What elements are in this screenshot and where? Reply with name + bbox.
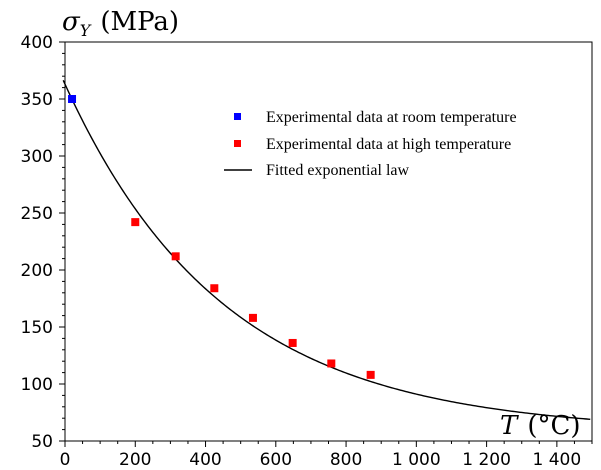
x-tick-label: 0 (60, 450, 71, 470)
legend: Experimental data at room temperature Ex… (224, 109, 517, 179)
fitted-exponential-curve (62, 80, 591, 420)
room-temperature-point (68, 95, 77, 103)
x-tick-label: 400 (189, 450, 221, 470)
high-temperature-point (210, 284, 219, 293)
x-tick-label: 1 200 (462, 450, 511, 470)
high-temperature-point (366, 370, 375, 379)
high-temperature-point (171, 252, 180, 261)
high-temperature-point (288, 338, 297, 347)
high-temperature-point (131, 218, 140, 227)
x-tick-label: 1 000 (392, 450, 441, 470)
legend-label-fitted: Fitted exponential law (266, 162, 410, 179)
legend-marker-room-temperature (234, 113, 241, 120)
x-tick-label: 600 (260, 450, 292, 470)
legend-label-room-temperature: Experimental data at room temperature (266, 109, 517, 126)
y-tick-label: 400 (21, 33, 53, 53)
y-tick-label: 250 (21, 204, 53, 224)
y-tick-label: 150 (21, 318, 53, 338)
y-tick-label: 100 (21, 375, 53, 395)
y-tick-label: 300 (21, 147, 53, 167)
y-axis-title: σY (MPa) (62, 7, 179, 40)
legend-label-high-temperature: Experimental data at high temperature (266, 136, 511, 153)
x-tick-label: 200 (119, 450, 151, 470)
y-axis-ticks: 50 100 150 200 250 300 350 400 (21, 33, 65, 452)
y-tick-label: 350 (21, 90, 53, 110)
plot-frame (64, 41, 593, 442)
x-axis-title: T (°C) (500, 411, 581, 441)
y-tick-label: 50 (31, 432, 53, 452)
data-markers (68, 95, 375, 379)
x-tick-label: 1 400 (533, 450, 582, 470)
legend-marker-high-temperature (234, 140, 241, 147)
high-temperature-point (327, 359, 336, 368)
x-tick-label: 800 (330, 450, 362, 470)
y-tick-label: 200 (21, 261, 53, 281)
high-temperature-point (248, 313, 257, 322)
x-axis-ticks: 0 200 400 600 800 1 000 1 200 1 400 (60, 441, 593, 470)
